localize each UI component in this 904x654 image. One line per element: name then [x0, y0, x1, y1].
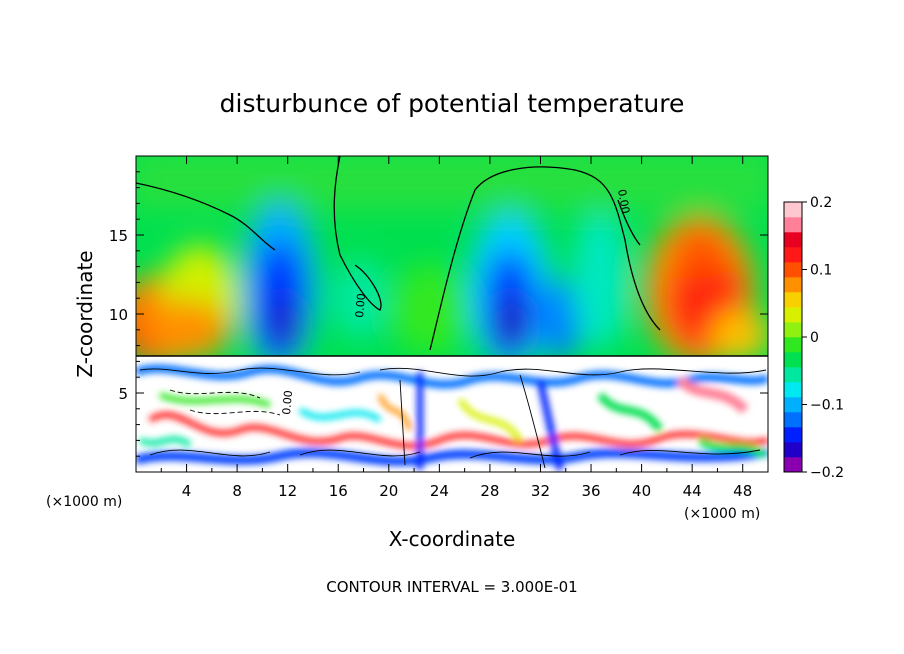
- x-tick-label: 44: [683, 482, 702, 500]
- colorbar-tick-label: 0.1: [810, 263, 832, 279]
- upper-field: [136, 156, 768, 357]
- y-tick-label: 10: [109, 306, 128, 324]
- x-tick-label: 8: [232, 482, 242, 500]
- y-tick-label: 15: [109, 227, 128, 245]
- colorbar-swatch: [784, 442, 802, 458]
- colorbar-tick-label: 0: [810, 330, 819, 346]
- contour-interval-note: CONTOUR INTERVAL = 3.000E-01: [326, 578, 577, 596]
- contour-label: 0.00: [280, 390, 295, 416]
- colorbar-swatch: [784, 367, 802, 383]
- lower-field: [136, 356, 768, 472]
- x-tick-label: 48: [733, 482, 752, 500]
- x-tick-label: 4: [182, 482, 192, 500]
- plot-area: 0.00 0.00 0.00: [135, 155, 769, 473]
- colorbar-swatch: [784, 247, 802, 263]
- x-tick-label: 24: [430, 482, 449, 500]
- x-tick-label: 36: [581, 482, 600, 500]
- colorbar-swatch: [784, 382, 802, 398]
- colorbar-swatch: [784, 307, 802, 323]
- colorbar-tick-label: −0.2: [810, 465, 844, 481]
- colorbar-tick-label: 0.2: [810, 195, 832, 211]
- x-axis-label: X-coordinate: [389, 527, 516, 551]
- colorbar-swatch: [784, 337, 802, 353]
- colorbar-swatch: [784, 397, 802, 413]
- x-unit-left: (×1000 m): [46, 494, 122, 510]
- colorbar-swatch: [784, 412, 802, 428]
- colorbar-swatch: [784, 217, 802, 233]
- x-tick-label: 20: [379, 482, 398, 500]
- colorbar-swatch: [784, 262, 802, 278]
- contour-label: 0.00: [353, 293, 368, 319]
- colorbar-swatch: [784, 427, 802, 443]
- colorbar-swatch: [784, 457, 802, 473]
- colorbar-tick-label: −0.1: [810, 398, 844, 414]
- colorbar-swatch: [784, 322, 802, 338]
- contour-label: 0.00: [615, 188, 632, 214]
- x-unit-right: (×1000 m): [684, 506, 760, 522]
- x-tick-label: 40: [632, 482, 651, 500]
- colorbar-swatch: [784, 277, 802, 293]
- colorbar-swatch: [784, 202, 802, 218]
- x-tick-label: 12: [278, 482, 297, 500]
- y-axis: 5 10 15: [109, 171, 768, 457]
- x-axis: 4 8 12 16 20 24 28 32 36 40 44 48: [160, 156, 752, 500]
- x-tick-label: 28: [480, 482, 499, 500]
- chart-title: disturbunce of potential temperature: [220, 89, 685, 118]
- y-axis-label: Z-coordinate: [73, 250, 97, 377]
- x-tick-label: 16: [329, 482, 348, 500]
- colorbar-swatch: [784, 352, 802, 368]
- colorbar-swatch: [784, 232, 802, 248]
- colorbar: −0.2 −0.1 0 0.1 0.2: [783, 195, 844, 481]
- y-tick-label: 5: [118, 385, 128, 403]
- x-tick-label: 32: [531, 482, 550, 500]
- colorbar-swatch: [784, 292, 802, 308]
